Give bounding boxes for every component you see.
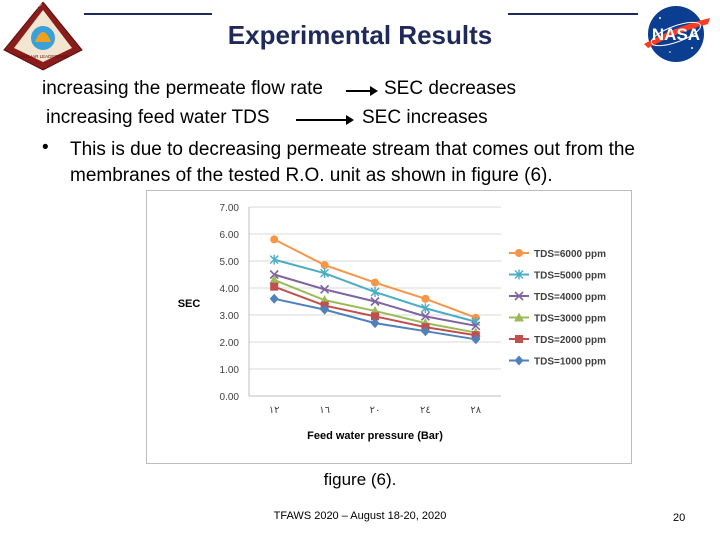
y-tick-label: 3.00 [220,311,240,322]
chart-frame: 0.00 1.00 2.00 3.00 4.00 5.00 6.00 7.00 ١٢ ١٦ ٢٠ ٢٤… [146,190,632,464]
page-number: 20 [673,512,686,524]
title-rule-right [508,13,638,15]
legend-label: TDS=3000 ppm [534,314,606,325]
figure-caption: figure (6). [323,470,397,489]
data-point [421,294,430,303]
footer-text: TFAWS 2020 – August 18-20, 2020 [273,510,447,522]
x-tick-label: ٢٠ [370,405,381,416]
data-point [270,235,279,244]
x-tick-label: ١٢ [269,405,280,416]
legend-label: TDS=6000 ppm [534,249,606,260]
arrow-right-icon [346,86,378,96]
data-point [320,284,330,294]
x-tick-label: ٢٤ [420,405,431,416]
data-point [370,318,380,329]
legend-label: TDS=4000 ppm [534,292,606,303]
x-axis-label: Feed water pressure (Bar) [307,430,443,442]
legend-marker [514,269,524,280]
data-point [371,312,379,321]
bullet-icon: • [42,137,49,158]
data-point [320,304,330,315]
data-point [471,334,481,345]
tfaws-logo: THERMAL & FLUIDS ANALYSIS WORKSHOP FAMIL… [3,0,84,71]
legend-label: TDS=5000 ppm [534,271,606,282]
y-tick-label: 6.00 [220,230,240,241]
line1-right: SEC decreases [384,78,517,99]
y-tick-label: 5.00 [220,257,240,268]
data-point [320,261,329,270]
slide-title: Experimental Results [227,20,493,50]
bullet-text: This is due to decreasing permeate strea… [70,139,635,186]
y-tick-label: 0.00 [220,392,240,403]
legend-marker [515,335,523,343]
data-point [370,287,380,298]
y-tick-label: 7.00 [220,203,240,214]
data-point [270,282,279,291]
x-tick-label: ١٦ [319,405,330,416]
data-point [420,311,430,321]
data-point [420,303,430,314]
legend-label: TDS=1000 ppm [534,357,606,368]
y-axis-label: SEC [178,298,201,310]
legend-label: TDS=2000 ppm [534,335,606,346]
logo-text-banner: FAMILIAR LEADERSHIP [18,54,68,59]
line2-left: increasing feed water TDS [46,107,270,128]
data-point [370,296,380,307]
nasa-logo-text: NASA [652,25,700,44]
data-point [269,293,279,304]
legend-marker [514,291,524,301]
title-rule-left [84,13,212,15]
legend-marker [515,249,523,257]
x-tick-label: ٢٨ [470,405,481,416]
data-point [269,274,280,284]
sec-chart: 0.00 1.00 2.00 3.00 4.00 5.00 6.00 7.00 ١٢ ١٦ ٢٠ ٢٤… [178,203,606,442]
nasa-logo: NASA [644,6,710,62]
data-point [269,269,279,280]
line2-right: SEC increases [362,107,488,128]
data-point [420,326,430,337]
line1-left: increasing the permeate flow rate [42,78,323,99]
data-point [269,254,279,265]
legend-marker [514,312,524,322]
arrow-right-icon [296,115,354,125]
y-tick-label: 2.00 [220,338,240,349]
y-tick-label: 1.00 [220,365,240,376]
legend-marker [514,355,524,366]
data-point [320,268,330,279]
data-point [371,278,379,287]
y-tick-label: 4.00 [220,284,240,295]
data-point [471,321,481,331]
